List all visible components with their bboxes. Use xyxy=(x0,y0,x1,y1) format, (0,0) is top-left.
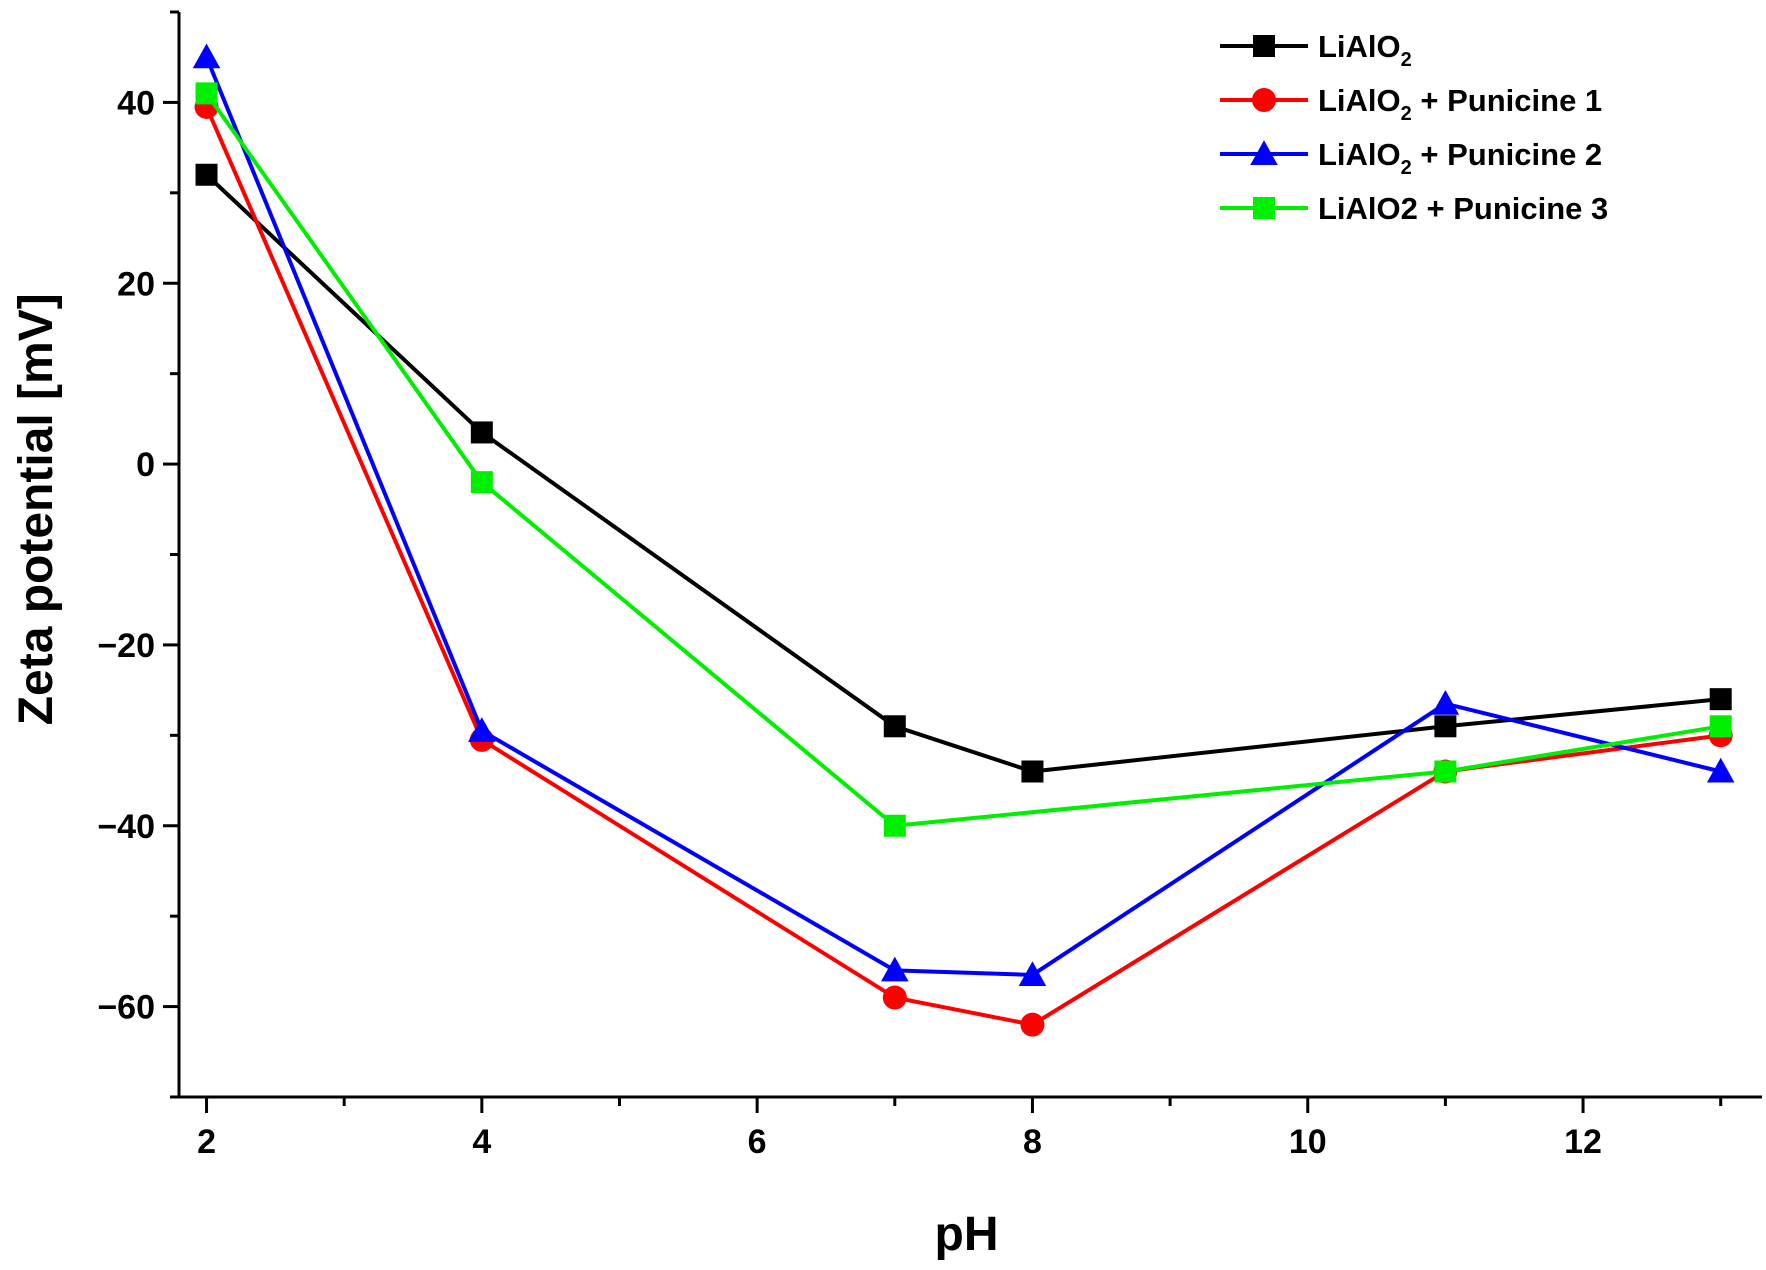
data-point xyxy=(195,82,218,105)
series-layer xyxy=(192,43,1735,1037)
y-tick-label: 40 xyxy=(117,84,155,122)
data-point xyxy=(1434,760,1457,783)
data-point xyxy=(468,717,496,742)
series-2 xyxy=(194,94,1733,1037)
x-tick-label: 6 xyxy=(748,1123,767,1161)
data-point xyxy=(1434,715,1457,738)
series-line xyxy=(204,56,1722,977)
data-point xyxy=(1018,961,1047,986)
series-1 xyxy=(195,163,1732,783)
legend-item-1: LiAlO2 xyxy=(1220,29,1412,71)
y-axis-title: Zeta potential [mV] xyxy=(10,293,63,725)
legend-marker xyxy=(1252,88,1276,112)
legend-marker xyxy=(1253,197,1275,219)
legend-label: LiAlO2 xyxy=(1318,29,1412,71)
x-tick-label: 8 xyxy=(1023,1123,1042,1161)
data-point xyxy=(1709,688,1732,711)
data-point xyxy=(881,956,909,982)
data-point xyxy=(470,471,493,494)
y-tick-label: 0 xyxy=(136,446,155,484)
legend-marker xyxy=(1250,140,1278,165)
data-point xyxy=(470,421,493,444)
data-point xyxy=(195,163,218,186)
data-point xyxy=(1706,757,1735,783)
legend-marker xyxy=(1253,35,1275,57)
x-tick-label: 10 xyxy=(1289,1123,1327,1161)
data-point xyxy=(882,985,907,1010)
data-point xyxy=(1431,689,1460,715)
series-3 xyxy=(192,43,1735,986)
y-tick-label: 20 xyxy=(117,265,155,303)
x-tick-label: 4 xyxy=(472,1123,491,1161)
y-tick-label: −20 xyxy=(97,627,155,665)
y-tick-label: −60 xyxy=(97,989,155,1027)
series-4 xyxy=(195,82,1732,837)
legend-label: LiAlO2 + Punicine 2 xyxy=(1318,137,1602,179)
y-tick-label: −40 xyxy=(97,808,155,846)
legend: LiAlO2 LiAlO2 + Punicine 1 LiAlO2 + Punici… xyxy=(1220,29,1608,226)
data-point xyxy=(1709,715,1732,738)
series-line xyxy=(205,173,1721,774)
data-point xyxy=(1021,760,1044,783)
data-point xyxy=(883,715,906,738)
x-tick-label: 2 xyxy=(197,1123,216,1161)
axes: 2 4 6 8 10 12 −60 −40 −20 0 20 40 xyxy=(97,10,1762,1161)
legend-item-2: LiAlO2 + Punicine 1 xyxy=(1220,83,1602,125)
data-point xyxy=(883,814,906,837)
series-line xyxy=(204,106,1721,1027)
legend-label: LiAlO2 + Punicine 3 xyxy=(1318,191,1608,226)
legend-item-3: LiAlO2 + Punicine 2 xyxy=(1220,137,1602,179)
x-tick-label: 12 xyxy=(1564,1123,1602,1161)
data-point xyxy=(192,43,221,69)
x-axis-title: pH xyxy=(935,1208,999,1261)
legend-label: LiAlO2 + Punicine 1 xyxy=(1318,83,1602,125)
data-point xyxy=(1020,1012,1045,1037)
legend-item-4: LiAlO2 + Punicine 3 xyxy=(1220,191,1608,226)
